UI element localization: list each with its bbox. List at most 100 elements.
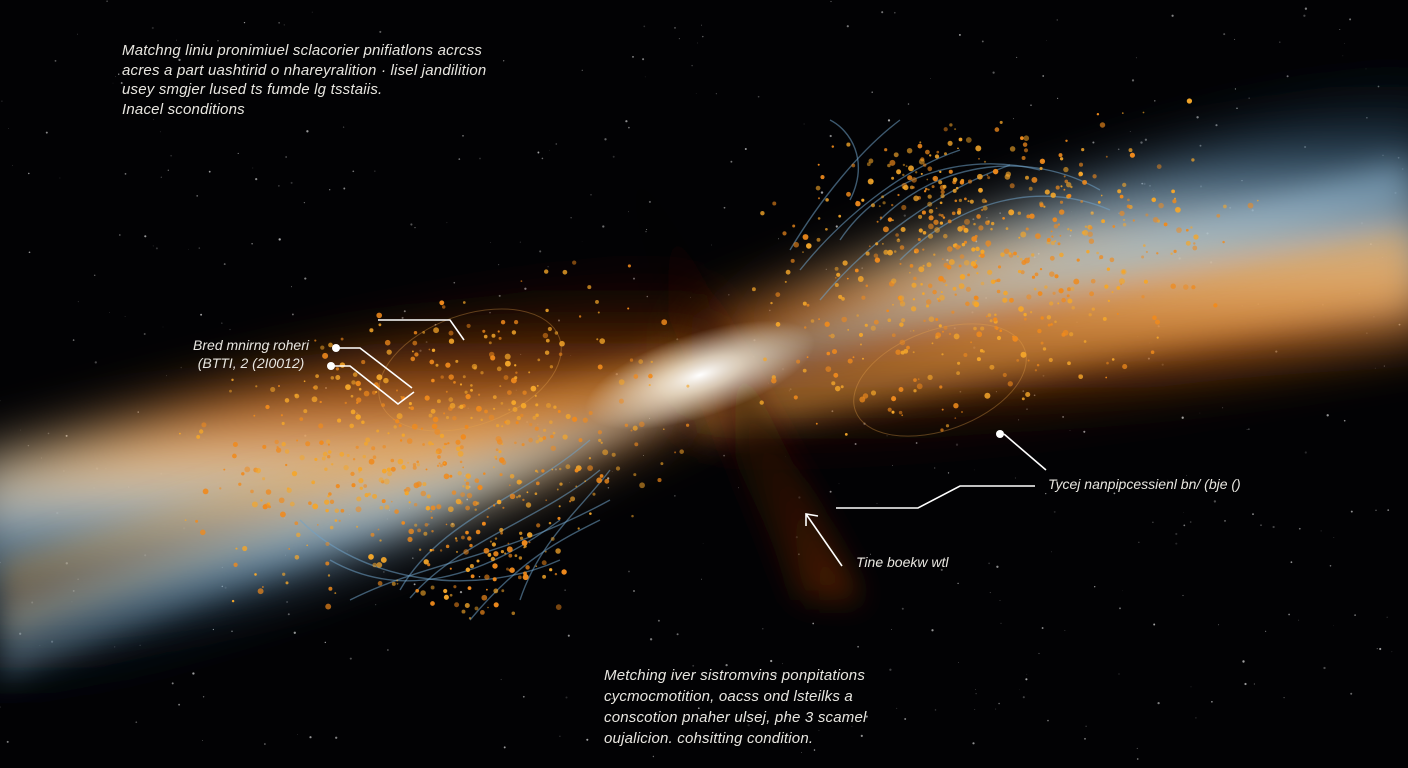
particle (599, 474, 604, 478)
star (524, 287, 527, 290)
particle (448, 338, 455, 344)
particle (449, 474, 453, 478)
particle (406, 438, 413, 444)
particle (405, 486, 411, 493)
particle (940, 213, 944, 218)
star (522, 695, 525, 698)
particle (870, 390, 877, 396)
star (851, 725, 853, 727)
particle (507, 390, 512, 395)
particle (648, 384, 651, 387)
star (894, 11, 896, 14)
particle (257, 588, 264, 595)
particle (947, 140, 953, 146)
particle (450, 522, 455, 528)
star (692, 664, 695, 667)
star (1288, 613, 1290, 616)
particle (184, 519, 187, 521)
particle (917, 378, 920, 380)
particle (311, 481, 315, 485)
star (803, 123, 805, 125)
particle (556, 488, 559, 491)
star (812, 622, 815, 625)
particle (399, 439, 403, 442)
star (349, 657, 352, 660)
particle (935, 207, 938, 210)
particle (927, 194, 932, 199)
star (539, 250, 542, 253)
star (498, 264, 500, 266)
particle (918, 158, 925, 165)
star (285, 87, 288, 90)
particle (1185, 240, 1191, 246)
particle (817, 197, 821, 200)
particle (282, 572, 286, 576)
particle (562, 434, 568, 440)
star (434, 323, 437, 326)
star (730, 160, 733, 163)
particle (525, 565, 530, 570)
particle (459, 383, 463, 386)
particle (927, 233, 934, 239)
particle (923, 190, 927, 193)
particle (810, 319, 815, 323)
particle (545, 499, 548, 502)
star (1152, 521, 1154, 523)
particle (1046, 238, 1051, 242)
star (860, 734, 863, 737)
star (988, 562, 990, 565)
particle (936, 150, 940, 154)
particle (996, 278, 1001, 283)
star (586, 738, 589, 741)
particle (325, 541, 330, 546)
star (829, 490, 832, 493)
particle (926, 178, 929, 181)
particle (1152, 197, 1156, 201)
star (171, 682, 174, 685)
particle (592, 492, 596, 496)
star (1365, 68, 1367, 70)
particle (395, 419, 400, 424)
particle (906, 147, 913, 154)
star (287, 613, 290, 616)
particle (1173, 249, 1177, 254)
particle (303, 380, 306, 383)
particle (496, 424, 500, 428)
particle (459, 460, 463, 464)
particle (898, 295, 905, 302)
particle (555, 548, 561, 554)
particle (489, 540, 492, 543)
particle (557, 516, 561, 520)
particle (251, 501, 258, 508)
particle (364, 441, 368, 446)
particle (457, 450, 464, 457)
particle (411, 350, 414, 353)
particle (815, 422, 818, 425)
particle (504, 360, 511, 367)
particle (1158, 202, 1164, 209)
particle (899, 245, 905, 250)
particle (891, 396, 897, 402)
particle (328, 586, 333, 591)
particle (1142, 244, 1146, 247)
star (704, 738, 708, 741)
star (8, 128, 9, 129)
star (170, 155, 172, 157)
particle (893, 152, 899, 158)
star (202, 740, 203, 741)
particle (465, 393, 471, 400)
particle (662, 428, 665, 431)
particle (1112, 225, 1116, 228)
particle (993, 317, 998, 322)
star (1246, 428, 1248, 430)
particle (1223, 204, 1227, 209)
particle (545, 308, 549, 313)
particle (443, 594, 449, 600)
particle (284, 398, 290, 403)
particle (408, 501, 411, 504)
arrow-head (805, 513, 819, 526)
particle (384, 504, 390, 510)
particle (587, 465, 593, 471)
particle (548, 521, 552, 525)
star (1085, 725, 1087, 728)
